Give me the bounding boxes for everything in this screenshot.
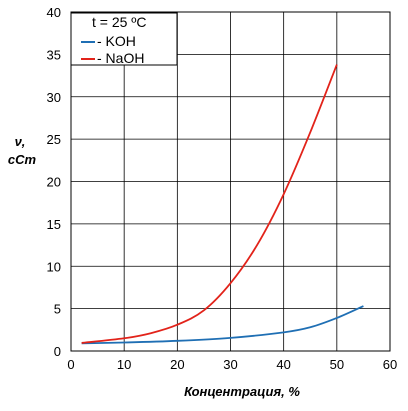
x-tick-labels: 0 10 20 30 40 50 60 <box>67 357 397 372</box>
x-tick-label: 60 <box>383 357 397 372</box>
y-tick-label: 10 <box>47 259 61 274</box>
series-line-0 <box>81 305 364 345</box>
legend: t = 25 ºC - KOH - NaOH <box>70 12 178 66</box>
x-tick-label: 20 <box>170 357 184 372</box>
y-tick-label: 35 <box>47 47 61 62</box>
x-axis-label: Концентрация, % <box>184 384 300 399</box>
x-tick-label: 10 <box>117 357 131 372</box>
legend-box <box>70 12 178 66</box>
x-tick-label: 30 <box>223 357 237 372</box>
y-tick-label: 25 <box>47 132 61 147</box>
x-tick-label: 0 <box>67 357 74 372</box>
y-tick-labels: 0 5 10 15 20 25 30 35 40 <box>47 5 61 359</box>
y-tick-label: 40 <box>47 5 61 20</box>
y-tick-label: 5 <box>54 302 61 317</box>
y-tick-label: 30 <box>47 90 61 105</box>
y-axis-label-line1: ν, <box>15 134 26 149</box>
legend-label-naoh: - NaOH <box>97 50 144 66</box>
y-tick-label: 20 <box>47 175 61 190</box>
legend-title: t = 25 ºC <box>92 14 147 30</box>
y-tick-label: 15 <box>47 217 61 232</box>
plot-border <box>70 11 391 352</box>
grid <box>70 11 391 352</box>
y-axis-label-line2: cCm <box>8 152 37 167</box>
x-tick-label: 40 <box>276 357 290 372</box>
series-line-1 <box>81 64 338 344</box>
legend-label-koh: - KOH <box>97 33 136 49</box>
x-tick-label: 50 <box>330 357 344 372</box>
y-tick-label: 0 <box>54 344 61 359</box>
series-layer <box>81 64 364 345</box>
